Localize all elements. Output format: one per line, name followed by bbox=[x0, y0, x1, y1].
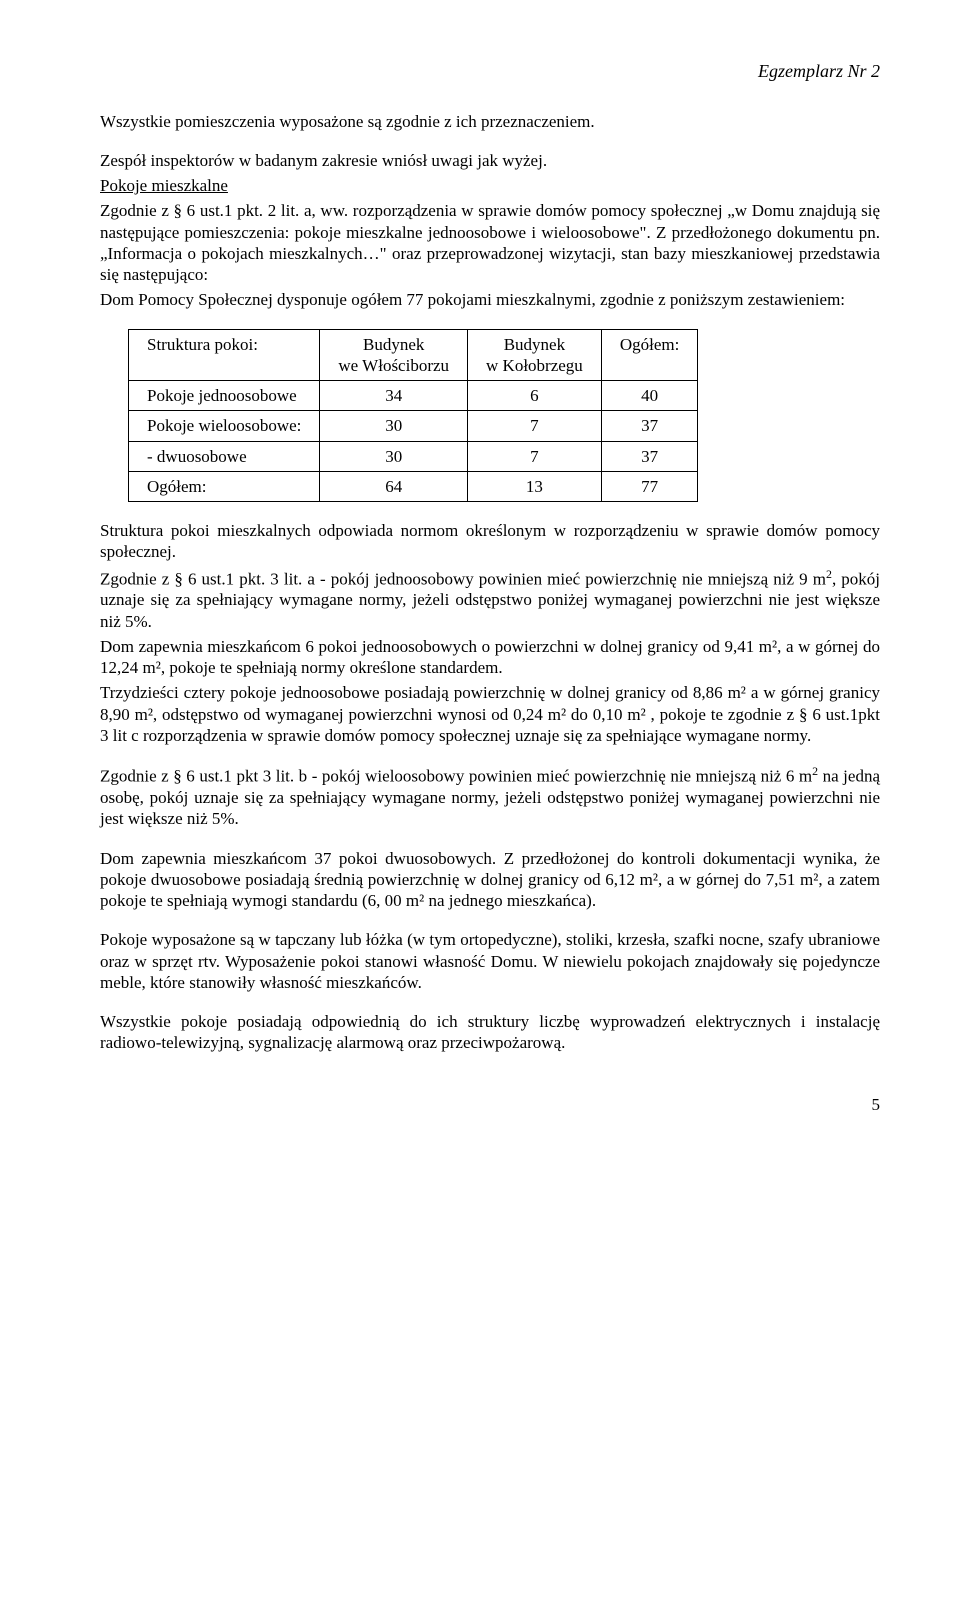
table-row: Ogółem: 64 13 77 bbox=[129, 471, 698, 501]
paragraph: Struktura pokoi mieszkalnych odpowiada n… bbox=[100, 520, 880, 563]
table-cell: 7 bbox=[468, 411, 602, 441]
paragraph: Zgodnie z § 6 ust.1 pkt. 3 lit. a - pokó… bbox=[100, 567, 880, 632]
table-cell: - dwuosobowe bbox=[129, 441, 320, 471]
table-header-cell: Struktura pokoi: bbox=[129, 329, 320, 381]
page-number: 5 bbox=[100, 1094, 880, 1115]
table-cell: 40 bbox=[601, 381, 698, 411]
table-cell: 30 bbox=[320, 411, 468, 441]
table-cell: 77 bbox=[601, 471, 698, 501]
table-cell: 13 bbox=[468, 471, 602, 501]
table-cell: Pokoje jednoosobowe bbox=[129, 381, 320, 411]
table-cell: 34 bbox=[320, 381, 468, 411]
paragraph: Dom zapewnia mieszkańcom 37 pokoi dwuoso… bbox=[100, 848, 880, 912]
table-row: Pokoje jednoosobowe 34 6 40 bbox=[129, 381, 698, 411]
paragraph: Wszystkie pokoje posiadają odpowiednią d… bbox=[100, 1011, 880, 1054]
paragraph: Trzydzieści cztery pokoje jednoosobowe p… bbox=[100, 682, 880, 746]
paragraph: Zespół inspektorów w badanym zakresie wn… bbox=[100, 150, 880, 171]
table-cell: Ogółem: bbox=[129, 471, 320, 501]
table-cell: 37 bbox=[601, 441, 698, 471]
paragraph: Zgodnie z § 6 ust.1 pkt 3 lit. b - pokój… bbox=[100, 764, 880, 829]
table-header-cell: Budynek we Włościborzu bbox=[320, 329, 468, 381]
paragraph: Wszystkie pomieszczenia wyposażone są zg… bbox=[100, 111, 880, 132]
header-exemplar: Egzemplarz Nr 2 bbox=[100, 60, 880, 83]
table-cell: 30 bbox=[320, 441, 468, 471]
table-header-row: Struktura pokoi: Budynek we Włościborzu … bbox=[129, 329, 698, 381]
rooms-table: Struktura pokoi: Budynek we Włościborzu … bbox=[128, 329, 698, 503]
table-cell: 7 bbox=[468, 441, 602, 471]
table-header-cell: Budynek w Kołobrzegu bbox=[468, 329, 602, 381]
table-cell: Pokoje wieloosobowe: bbox=[129, 411, 320, 441]
paragraph: Zgodnie z § 6 ust.1 pkt. 2 lit. a, ww. r… bbox=[100, 200, 880, 285]
section-heading: Pokoje mieszkalne bbox=[100, 176, 228, 195]
table-cell: 37 bbox=[601, 411, 698, 441]
table-header-cell: Ogółem: bbox=[601, 329, 698, 381]
table-cell: 6 bbox=[468, 381, 602, 411]
paragraph: Dom Pomocy Społecznej dysponuje ogółem 7… bbox=[100, 289, 880, 310]
table-row: - dwuosobowe 30 7 37 bbox=[129, 441, 698, 471]
table-cell: 64 bbox=[320, 471, 468, 501]
paragraph: Pokoje wyposażone są w tapczany lub łóżk… bbox=[100, 929, 880, 993]
table-row: Pokoje wieloosobowe: 30 7 37 bbox=[129, 411, 698, 441]
paragraph: Dom zapewnia mieszkańcom 6 pokoi jednoos… bbox=[100, 636, 880, 679]
